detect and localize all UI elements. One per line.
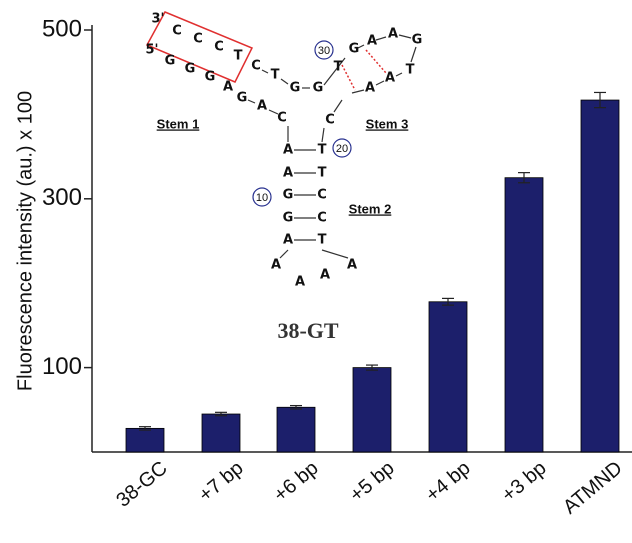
error-bar (366, 364, 378, 371)
y-tick-label: 100 (42, 353, 82, 380)
x-tick-label: +3 bp (498, 457, 551, 506)
bar (125, 427, 165, 453)
nucleotide: G (283, 211, 294, 226)
nucleotide: G (205, 70, 216, 85)
bar (201, 413, 241, 453)
nucleotide: G (237, 91, 248, 106)
nucleotide: G (283, 188, 294, 203)
nucleotide: A (347, 258, 357, 273)
y-tick-label: 300 (42, 184, 82, 211)
bonds (247, 34, 417, 259)
bar (428, 301, 468, 453)
nucleotide: 5' (145, 43, 158, 58)
nucleotide: C (251, 59, 261, 74)
nucleotide: A (283, 143, 293, 158)
y-axis-label: Fluorescence intensity (au.) x 100 (14, 91, 36, 391)
nucleotide: A (365, 81, 375, 96)
stem-label: Stem 1 (157, 116, 200, 131)
inset-title: 38-GT (277, 318, 338, 343)
x-tick-label: 38-GC (112, 457, 171, 512)
nucleotide: A (295, 275, 305, 290)
error-bar (442, 297, 454, 306)
nucleotide: A (283, 233, 293, 248)
position-number: 20 (336, 143, 348, 155)
nucleotide: T (406, 63, 415, 78)
nucleotide: G (185, 62, 196, 77)
bar (276, 406, 316, 453)
nucleotide: C (214, 40, 224, 55)
nucleotide: 3' (151, 12, 164, 27)
x-tick-label: +7 bp (195, 457, 248, 506)
nucleotide: G (165, 54, 176, 69)
nucleotide: A (283, 166, 293, 181)
nucleotide: C (172, 24, 182, 39)
position-number: 30 (318, 45, 330, 57)
error-bar (594, 91, 606, 109)
nucleotide: C (317, 211, 327, 226)
nucleotide: A (223, 80, 233, 95)
nucleotide: T (318, 233, 327, 248)
nucleotide: C (317, 188, 327, 203)
nucleotide: C (193, 32, 203, 47)
stem-label: Stem 2 (349, 201, 392, 216)
nucleotide: T (318, 166, 327, 181)
x-tick-label: +5 bp (346, 457, 399, 506)
nucleotide: G (412, 33, 423, 48)
nucleotide: G (290, 81, 301, 96)
nucleotide: G (349, 42, 360, 57)
nucleotide: G (313, 81, 324, 96)
nucleotide: T (334, 60, 343, 75)
nucleotide: A (320, 268, 330, 283)
error-bar (518, 172, 530, 184)
error-bar (139, 426, 151, 431)
nucleotide: T (271, 68, 280, 83)
error-bar (215, 411, 227, 417)
nucleotide: A (271, 258, 281, 273)
bar (352, 367, 392, 453)
nucleotide: T (318, 143, 327, 158)
nucleotide: C (325, 113, 335, 128)
nucleotide: A (257, 99, 267, 114)
bar (580, 99, 620, 453)
nucleotide: A (385, 71, 395, 86)
y-tick-label: 500 (42, 15, 82, 42)
nucleotide: T (234, 49, 243, 64)
x-tick-label: ATMND (559, 457, 626, 519)
nucleotide: A (388, 27, 398, 42)
stem-box (145, 11, 254, 83)
stem-label: Stem 3 (366, 116, 409, 131)
x-tick-label: +6 bp (270, 457, 323, 506)
nucleotide: C (277, 111, 287, 126)
x-tick-label: +4 bp (422, 457, 475, 506)
bar (504, 177, 544, 453)
number-circles (252, 40, 352, 207)
wobble-pairs (341, 49, 387, 91)
position-number: 10 (256, 192, 268, 204)
error-bar (290, 404, 302, 410)
nucleotide: A (367, 34, 377, 49)
